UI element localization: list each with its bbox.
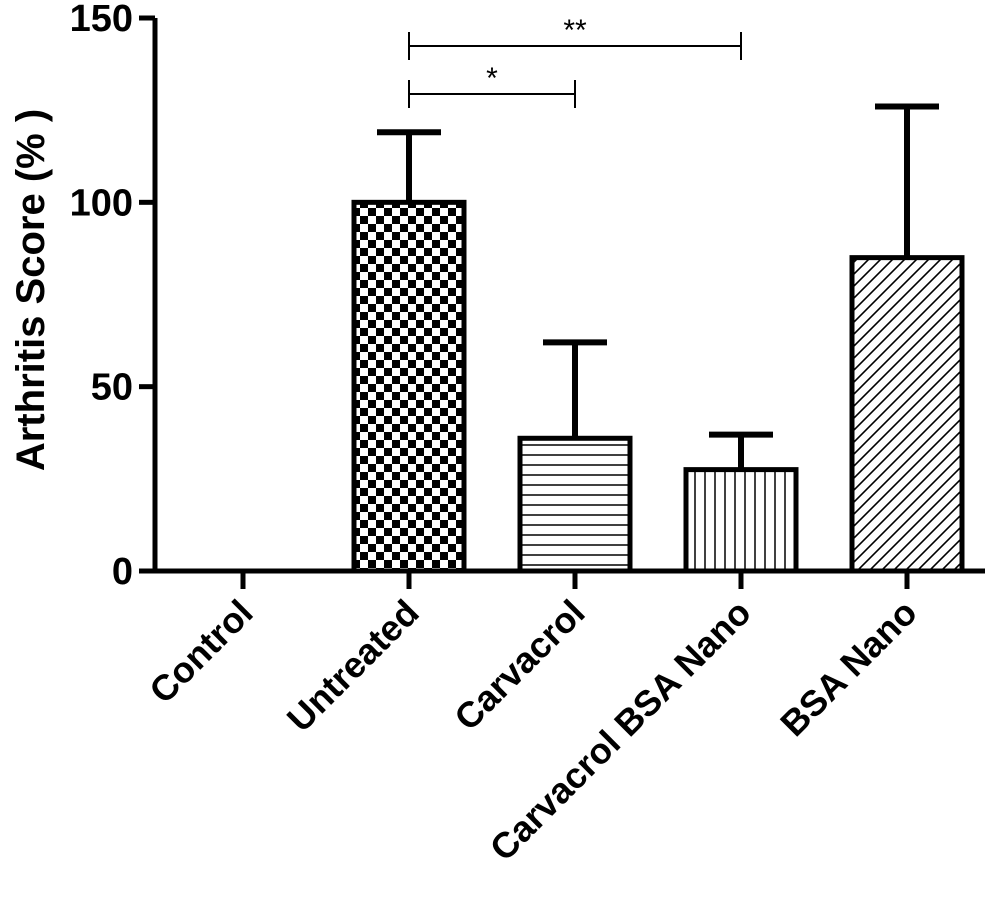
- y-axis-title: Arthritis Score (% ): [9, 109, 53, 471]
- bar-carvacrol-bsa-nano: [683, 467, 799, 574]
- significance-label: *: [486, 62, 498, 95]
- x-tick-label: Untreated: [279, 592, 427, 740]
- y-tick-label: 100: [70, 182, 133, 224]
- y-tick-label: 0: [112, 551, 133, 593]
- x-tick-label: Carvacrol: [446, 592, 592, 738]
- error-bars: [377, 103, 939, 470]
- bar-untreated: [351, 199, 467, 574]
- bar-bsa-nano: [849, 255, 965, 574]
- bars: [351, 199, 965, 574]
- x-axis-ticks: [240, 571, 910, 589]
- significance-brackets: ***: [408, 14, 742, 108]
- x-tick-label: Control: [141, 592, 260, 711]
- y-tick-label: 50: [91, 367, 133, 409]
- significance-label: **: [563, 14, 587, 47]
- bar-carvacrol: [517, 435, 633, 574]
- x-tick-label: BSA Nano: [772, 592, 925, 745]
- y-axis-ticks: 0 50 100 150: [70, 0, 155, 593]
- y-tick-label: 150: [70, 0, 133, 40]
